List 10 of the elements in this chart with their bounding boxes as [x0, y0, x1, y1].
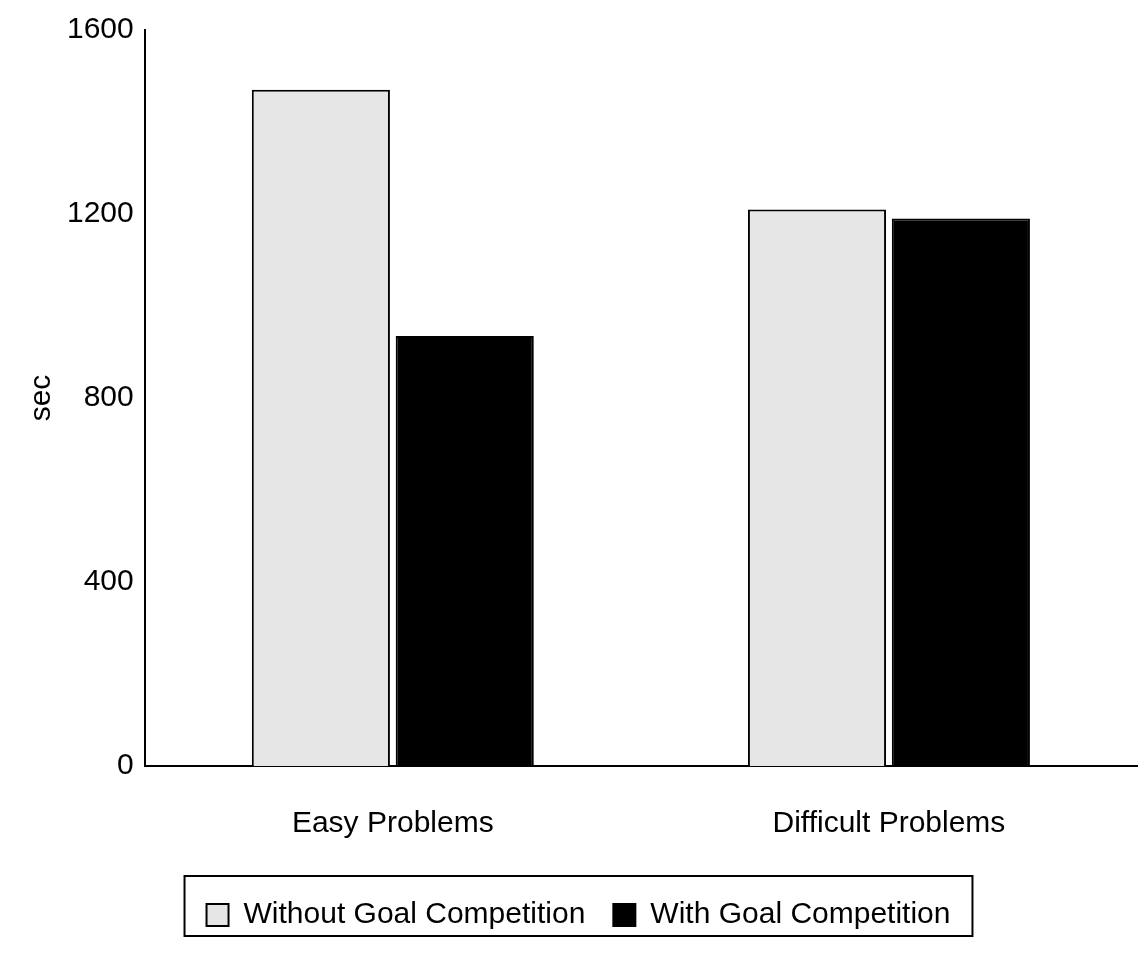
- legend-label: Without Goal Competition: [243, 896, 586, 930]
- y-tick-label: 0: [117, 747, 134, 781]
- y-tick-label: 1600: [66, 11, 134, 45]
- x-tick-label: Difficult Problems: [772, 805, 1006, 839]
- y-axis-title: sec: [23, 374, 57, 422]
- y-tick-label: 800: [83, 379, 134, 413]
- legend-label: With Goal Competition: [650, 896, 951, 930]
- x-tick-label: Easy Problems: [291, 805, 494, 839]
- y-tick-label: 400: [83, 563, 134, 597]
- y-tick-label: 1200: [66, 195, 134, 229]
